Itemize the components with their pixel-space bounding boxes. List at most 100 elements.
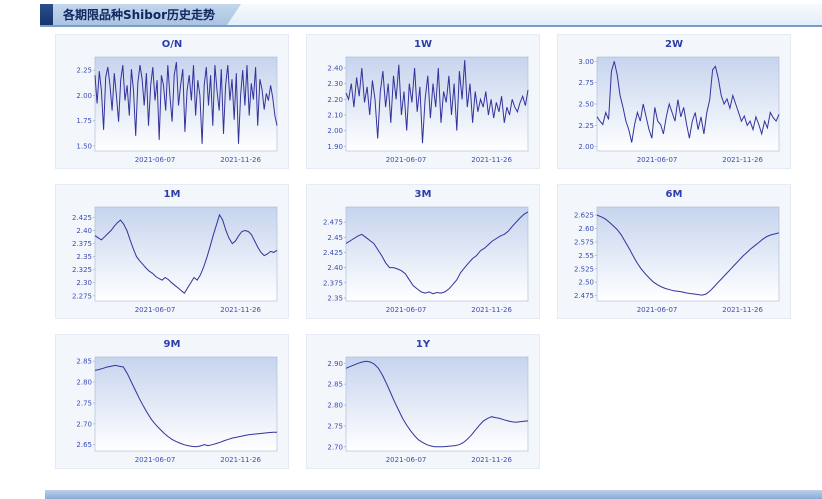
svg-text:2.425: 2.425	[323, 249, 343, 257]
chart-svg: 1.50 1.75 2.00 2.25 2021-06-07 2021-11-26	[76, 56, 278, 164]
chart-panel-2w: 2W 2.00 2.25 2.50 2.75 3.00 2021-06-07 2021-11…	[557, 34, 791, 169]
svg-text:2.40: 2.40	[327, 264, 343, 272]
svg-text:2.75: 2.75	[327, 422, 343, 430]
chart-svg: 2.475 2.50 2.525 2.55 2.575 2.60 2.625 2021-06-…	[574, 206, 780, 314]
svg-text:2.375: 2.375	[72, 240, 92, 248]
svg-text:2021-11-26: 2021-11-26	[471, 456, 512, 464]
svg-text:2021-11-26: 2021-11-26	[471, 156, 512, 164]
charts-row-2: 1M 2.275 2.30 2.325 2.35 2.375 2.40 2.425 2021-…	[55, 184, 791, 319]
svg-text:1.90: 1.90	[327, 143, 343, 151]
svg-text:2.50: 2.50	[578, 279, 594, 287]
svg-text:2.425: 2.425	[72, 214, 92, 222]
svg-text:2021-06-07: 2021-06-07	[386, 306, 427, 314]
svg-text:2.575: 2.575	[574, 238, 594, 246]
chart-panel-1w: 1W 1.90 2.00 2.10 2.20 2.30 2.40 2021-06-07 202…	[306, 34, 540, 169]
charts-row-1: O/N 1.50 1.75 2.00 2.25 2021-06-07 2021-11-26…	[55, 34, 791, 169]
header-tab[interactable]: 各期限品种Shibor历史走势	[53, 4, 241, 25]
svg-text:2021-06-07: 2021-06-07	[135, 306, 176, 314]
chart-canvas-holder: 2.00 2.25 2.50 2.75 3.00 2021-06-07 2021-11-26	[563, 52, 785, 166]
chart-svg: 2.35 2.375 2.40 2.425 2.45 2.475 2021-06-07 202…	[323, 206, 529, 314]
svg-text:2021-11-26: 2021-11-26	[220, 456, 261, 464]
svg-text:2.625: 2.625	[574, 212, 594, 220]
svg-text:2.75: 2.75	[578, 79, 594, 87]
svg-text:1.75: 1.75	[76, 117, 92, 125]
svg-text:2021-06-07: 2021-06-07	[135, 456, 176, 464]
svg-text:2.525: 2.525	[574, 265, 594, 273]
svg-text:2.25: 2.25	[76, 67, 92, 75]
chart-canvas-holder: 2.35 2.375 2.40 2.425 2.45 2.475 2021-06-07 202…	[312, 202, 534, 316]
svg-text:2021-11-26: 2021-11-26	[220, 156, 261, 164]
svg-text:2.50: 2.50	[578, 101, 594, 109]
chart-title: 3M	[414, 189, 432, 200]
svg-text:2.90: 2.90	[327, 360, 343, 368]
chart-title: 6M	[665, 189, 683, 200]
chart-canvas-holder: 1.90 2.00 2.10 2.20 2.30 2.40 2021-06-07 2021-1…	[312, 52, 534, 166]
svg-text:2021-11-26: 2021-11-26	[722, 306, 763, 314]
chart-panel-1m: 1M 2.275 2.30 2.325 2.35 2.375 2.40 2.425 2021-…	[55, 184, 289, 319]
svg-text:1.50: 1.50	[76, 142, 92, 150]
svg-text:2.00: 2.00	[578, 143, 594, 151]
svg-text:2.475: 2.475	[323, 219, 343, 227]
svg-text:2021-11-26: 2021-11-26	[722, 156, 763, 164]
svg-text:2.10: 2.10	[327, 111, 343, 119]
svg-text:2.325: 2.325	[72, 266, 92, 274]
chart-panel-6m: 6M 2.475 2.50 2.525 2.55 2.575 2.60 2.625 2021-…	[557, 184, 791, 319]
chart-title: 2W	[665, 39, 683, 50]
svg-text:2.475: 2.475	[574, 292, 594, 300]
svg-text:2.65: 2.65	[76, 441, 92, 449]
chart-panel-3m: 3M 2.35 2.375 2.40 2.425 2.45 2.475 2021-06-07…	[306, 184, 540, 319]
chart-canvas-holder: 1.50 1.75 2.00 2.25 2021-06-07 2021-11-26	[61, 52, 283, 166]
chart-panel-9m: 9M 2.65 2.70 2.75 2.80 2.85 2021-06-07 2021-11…	[55, 334, 289, 469]
svg-text:2021-11-26: 2021-11-26	[220, 306, 261, 314]
charts-grid: O/N 1.50 1.75 2.00 2.25 2021-06-07 2021-11-26…	[55, 34, 791, 484]
chart-svg: 2.275 2.30 2.325 2.35 2.375 2.40 2.425 2021-06-…	[72, 206, 278, 314]
chart-canvas-holder: 2.275 2.30 2.325 2.35 2.375 2.40 2.425 2021-06-…	[61, 202, 283, 316]
svg-text:2.35: 2.35	[327, 294, 343, 302]
svg-text:2021-06-07: 2021-06-07	[637, 156, 678, 164]
svg-text:2.80: 2.80	[76, 379, 92, 387]
svg-text:2.00: 2.00	[327, 127, 343, 135]
svg-text:2021-06-07: 2021-06-07	[386, 456, 427, 464]
svg-text:2.55: 2.55	[578, 252, 594, 260]
chart-title: 1W	[414, 39, 432, 50]
chart-canvas-holder: 2.475 2.50 2.525 2.55 2.575 2.60 2.625 2021-06-…	[563, 202, 785, 316]
chart-title: O/N	[161, 39, 183, 50]
svg-text:2.45: 2.45	[327, 234, 343, 242]
svg-text:2.85: 2.85	[76, 358, 92, 366]
charts-row-3: 9M 2.65 2.70 2.75 2.80 2.85 2021-06-07 2021-11…	[55, 334, 791, 469]
chart-title: 1Y	[415, 339, 431, 350]
svg-text:2.00: 2.00	[76, 92, 92, 100]
svg-text:2.70: 2.70	[327, 443, 343, 451]
chart-canvas-holder: 2.65 2.70 2.75 2.80 2.85 2021-06-07 2021-11-26	[61, 352, 283, 466]
svg-text:2.40: 2.40	[327, 64, 343, 72]
svg-text:2.35: 2.35	[76, 253, 92, 261]
svg-text:2.40: 2.40	[76, 227, 92, 235]
header-accent-block	[40, 4, 53, 25]
chart-svg: 1.90 2.00 2.10 2.20 2.30 2.40 2021-06-07 2021-1…	[327, 56, 529, 164]
svg-text:2021-06-07: 2021-06-07	[386, 156, 427, 164]
chart-title: 9M	[163, 339, 181, 350]
svg-text:2.275: 2.275	[72, 292, 92, 300]
svg-text:2.85: 2.85	[327, 381, 343, 389]
chart-title: 1M	[163, 189, 181, 200]
svg-text:2.80: 2.80	[327, 402, 343, 410]
svg-text:2021-11-26: 2021-11-26	[471, 306, 512, 314]
svg-text:2.30: 2.30	[327, 80, 343, 88]
svg-text:2021-06-07: 2021-06-07	[637, 306, 678, 314]
svg-text:2.20: 2.20	[327, 96, 343, 104]
svg-text:2.375: 2.375	[323, 279, 343, 287]
svg-text:2021-06-07: 2021-06-07	[135, 156, 176, 164]
page-header: 各期限品种Shibor历史走势	[40, 4, 822, 27]
svg-text:2.30: 2.30	[76, 279, 92, 287]
svg-text:3.00: 3.00	[578, 58, 594, 66]
svg-text:2.75: 2.75	[76, 399, 92, 407]
chart-svg: 2.70 2.75 2.80 2.85 2.90 2021-06-07 2021-11-26	[327, 356, 529, 464]
page-title: 各期限品种Shibor历史走势	[63, 8, 216, 22]
chart-canvas-holder: 2.70 2.75 2.80 2.85 2.90 2021-06-07 2021-11-26	[312, 352, 534, 466]
svg-text:2.25: 2.25	[578, 122, 594, 130]
chart-svg: 2.00 2.25 2.50 2.75 3.00 2021-06-07 2021-11-26	[578, 56, 780, 164]
chart-svg: 2.65 2.70 2.75 2.80 2.85 2021-06-07 2021-11-26	[76, 356, 278, 464]
svg-text:2.70: 2.70	[76, 420, 92, 428]
chart-panel-on: O/N 1.50 1.75 2.00 2.25 2021-06-07 2021-11-26	[55, 34, 289, 169]
